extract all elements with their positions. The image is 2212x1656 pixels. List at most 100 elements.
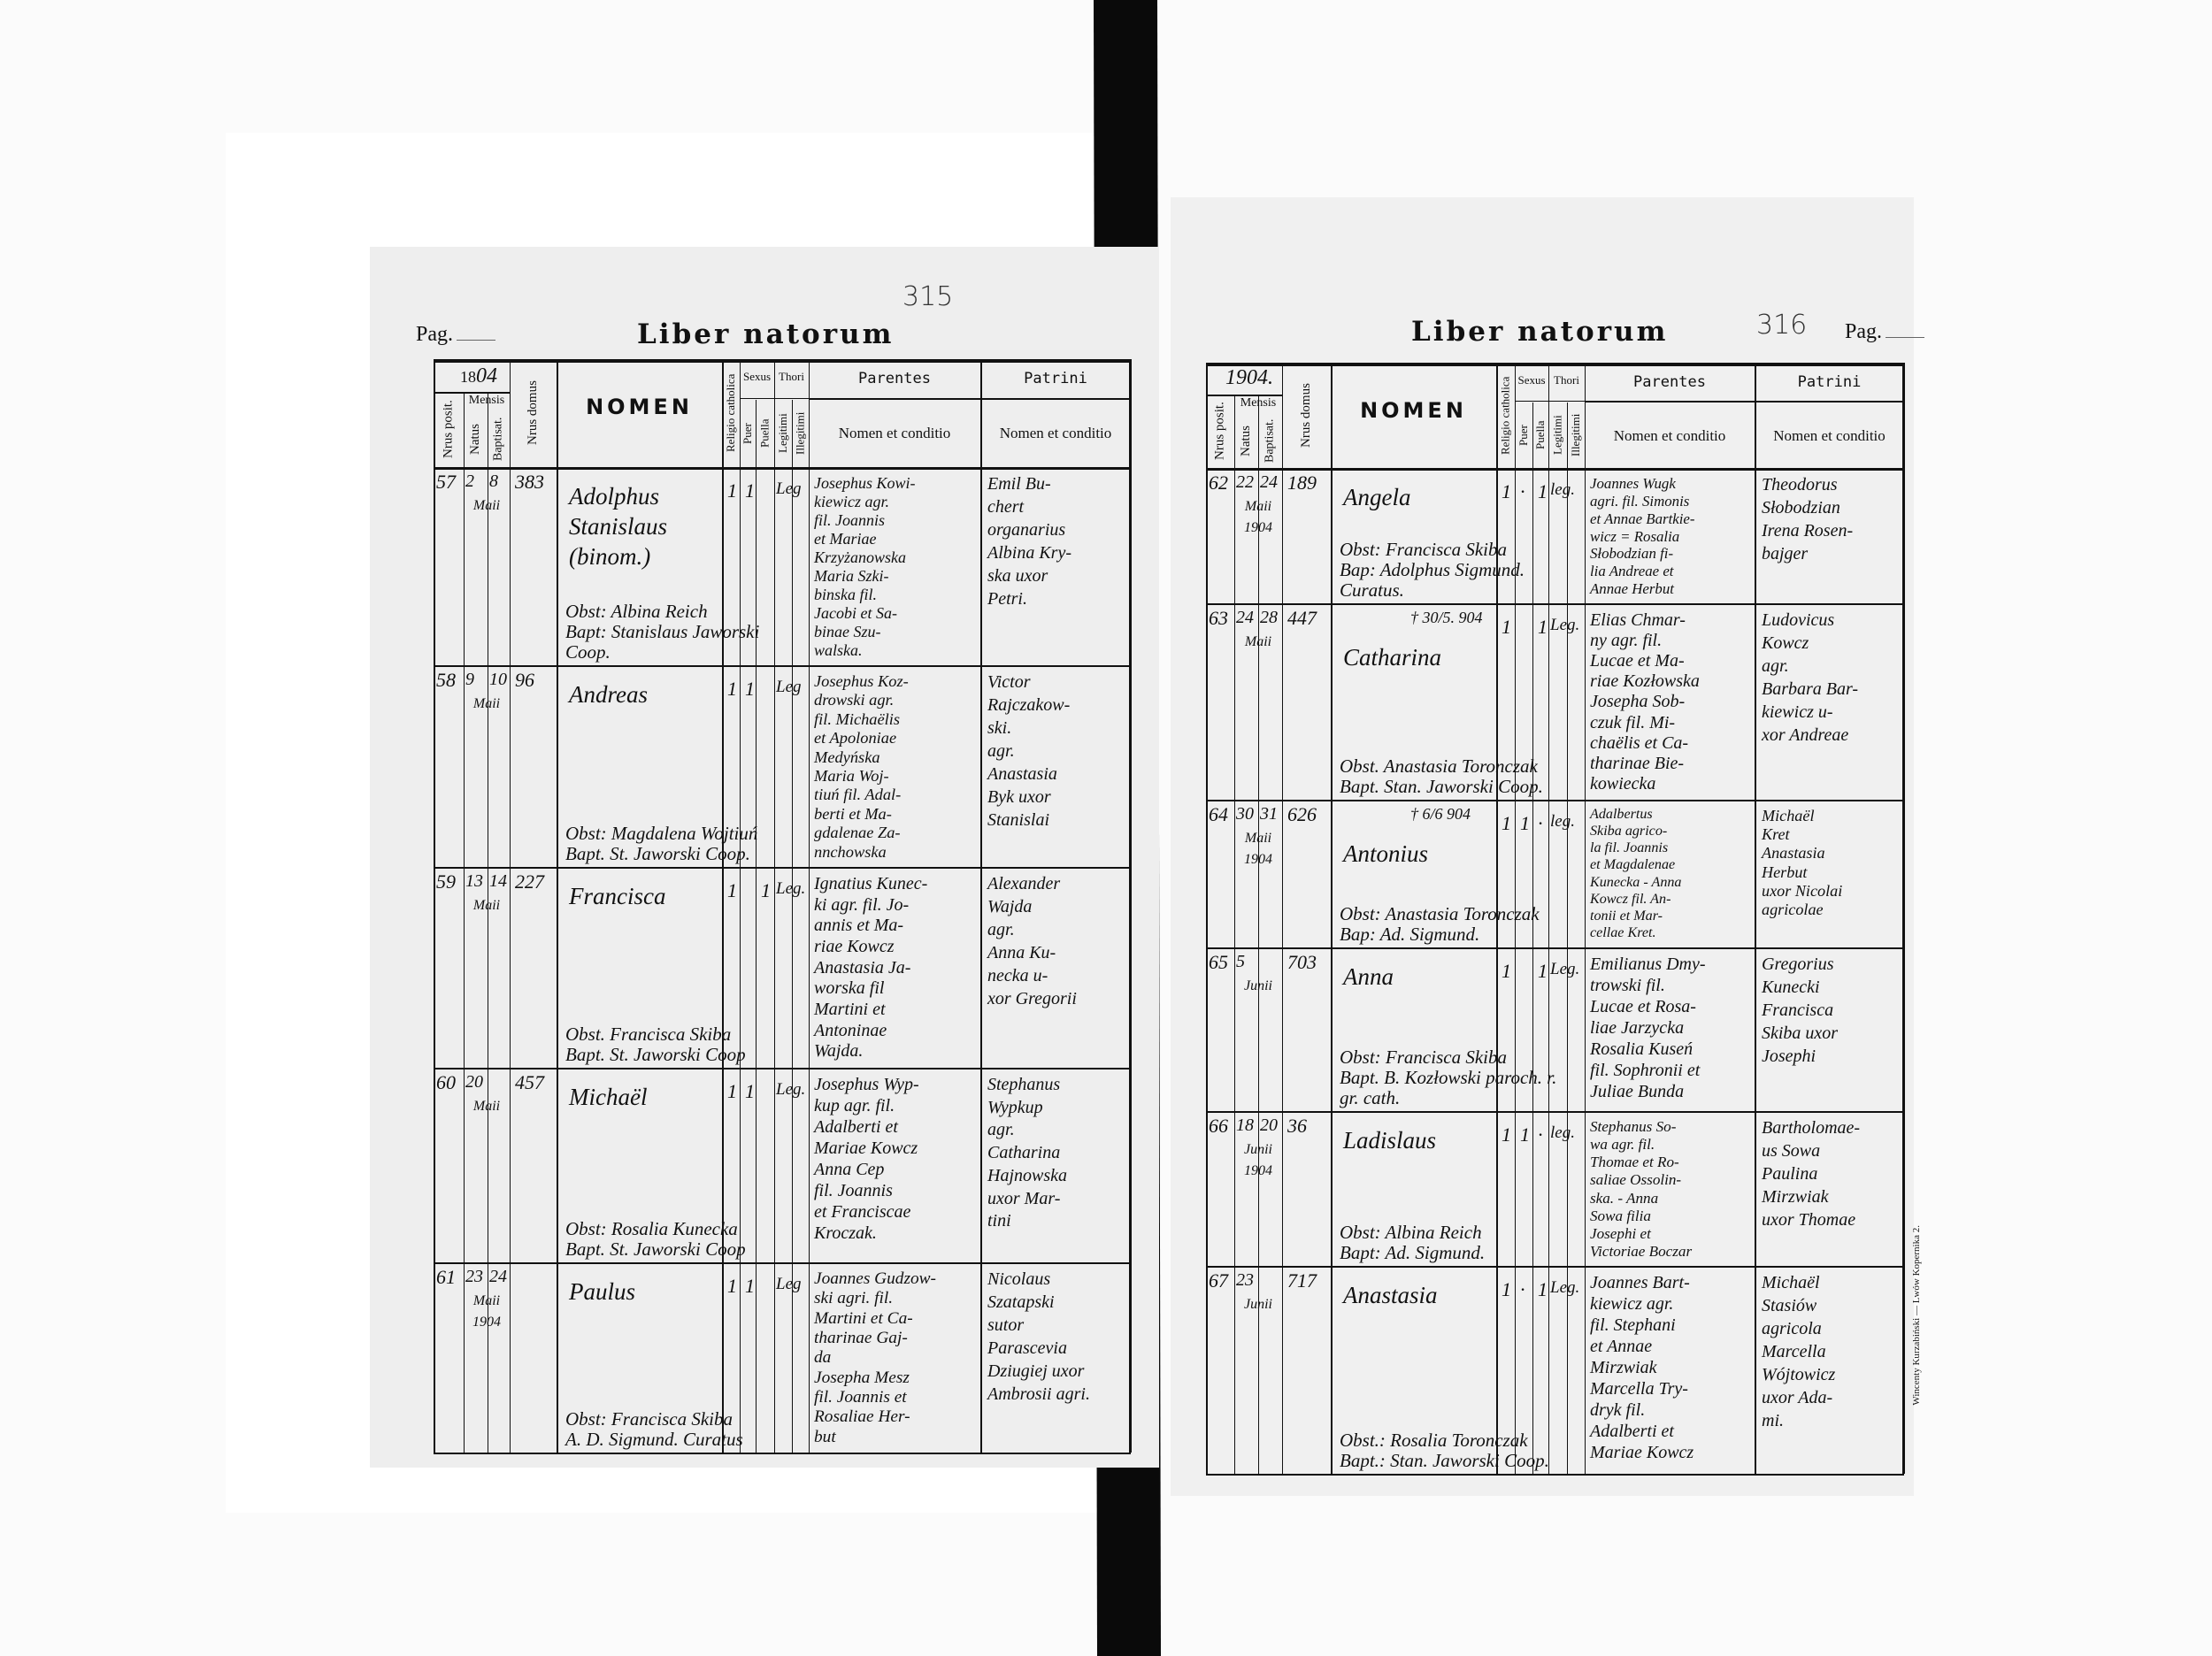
godparents-line: Stanislai <box>987 810 1050 830</box>
parents-line: Annae Herbut <box>1590 580 1674 598</box>
obstetrix-baptizer-block: Obst. Anastasia Toronczak Bapt. Stan. Jaw… <box>1340 756 1579 797</box>
natus-day: 23 <box>465 1267 483 1286</box>
puella-mark: 1 <box>1538 960 1548 982</box>
godparents-line: necka u- <box>987 966 1048 985</box>
parents-line: et Franciscae <box>814 1202 911 1222</box>
header-bottom-rule <box>1206 468 1904 471</box>
natus-day: 23 <box>1236 1270 1254 1290</box>
column-rule <box>1496 363 1498 1474</box>
header-puer: Puer <box>1517 425 1530 446</box>
month: Maii <box>472 498 501 513</box>
parents-line: kiewicz agr. <box>814 493 889 510</box>
puella-mark: 1 <box>1538 1278 1548 1300</box>
parents-line: Josephus Kowi- <box>814 474 916 492</box>
obstetrix-line: Obst: Anastasia Toronczak <box>1340 903 1540 924</box>
header-parentes: Parentes <box>1633 373 1706 391</box>
year-row-rule <box>1206 395 1282 396</box>
natus-day: 24 <box>1236 608 1254 627</box>
table-left-border <box>434 359 435 1453</box>
parents-line: Ignatius Kunec- <box>814 874 928 893</box>
puer-mark: 1 <box>745 678 755 700</box>
obstetrix-baptizer-block: Obst: Albina Reich Bapt: Stanislaus Jawor… <box>565 602 803 663</box>
parents-line: Rosaliae Her- <box>814 1407 910 1427</box>
year-handwritten: 1904. <box>1225 366 1273 389</box>
godparents-line: Słobodzian <box>1762 498 1840 518</box>
entry-row-rule <box>1206 603 1904 605</box>
parents-line: saliae Ossolin- <box>1590 1171 1682 1189</box>
legitimi-mark: Leg. <box>776 879 806 898</box>
parents-line: Anna Cep <box>814 1160 885 1179</box>
parents-line: Martini et <box>814 1000 886 1019</box>
header-nrus-domus: Nrus domus <box>1299 383 1313 448</box>
godparents-line: Hajnowska <box>987 1165 1067 1185</box>
baptizer-line: A. D. Sigmund. Curatus <box>565 1429 743 1450</box>
obstetrix-line: Obst: Francisca Skiba <box>1340 539 1507 560</box>
entry-number: 66 <box>1209 1115 1228 1137</box>
table-bottom-border <box>434 1453 1131 1454</box>
baptisat-day: 31 <box>1260 804 1278 824</box>
godparents-line: xor Andreae <box>1762 725 1849 745</box>
child-name: (binom.) <box>569 543 651 570</box>
parents-line: fil. Michaëlis <box>814 709 901 728</box>
parents-line: wicz = Rosalia <box>1590 527 1680 545</box>
legitimi-mark: Leg <box>776 678 802 696</box>
child-name: Adolphus <box>569 483 660 510</box>
header-patrini: Patrini <box>1797 373 1862 391</box>
parents-line: Josephus Koz- <box>814 672 909 690</box>
parents-line: riae Kozłowska <box>1590 671 1700 692</box>
godparents-line: tini <box>987 1211 1011 1231</box>
parents-line: Adalberti et <box>1590 1422 1674 1441</box>
header-mensis: Mensis <box>468 394 505 407</box>
godparents-line: Herbut <box>1762 862 1808 881</box>
religio-mark: 1 <box>1502 1123 1511 1146</box>
puella-mark: 1 <box>1538 480 1548 502</box>
month: Maii <box>1244 634 1272 649</box>
obstetrix-line: Obst. Anastasia Toronczak <box>1340 755 1538 777</box>
parents-line: Kroczak. <box>814 1223 877 1243</box>
header-legitimi: Legitimi <box>1550 415 1564 456</box>
baptizer-line: Bapt: Stanislaus Jaworski Coop. <box>565 621 760 663</box>
parents-line: Lucae et Rosa- <box>1590 997 1696 1016</box>
entry-number: 61 <box>436 1266 456 1288</box>
baptizer-line: Bap: Ad. Sigmund. <box>1340 924 1480 945</box>
month: Maii 1904 <box>1244 499 1272 535</box>
parents-line: tiuń fil. Adal- <box>814 786 902 804</box>
header-legitimi: Legitimi <box>776 413 789 454</box>
parents-line: Martini et Ca- <box>814 1308 913 1328</box>
sexus-thori-rule <box>1515 401 1585 402</box>
header-religio-catholica: Religio catholica <box>724 373 737 453</box>
parents-line: ska. - Anna <box>1590 1189 1659 1207</box>
house-number: 383 <box>515 471 544 493</box>
year-printed: 18 <box>460 368 476 386</box>
religio-mark: 1 <box>1502 812 1511 834</box>
godparents-line: Stephanus <box>987 1075 1061 1094</box>
month: Maii <box>472 898 501 913</box>
legitimi-mark: Leg <box>776 1275 802 1293</box>
godparents-line: Kowcz <box>1762 633 1809 653</box>
obstetrix-line: Obst: Francisca Skiba <box>1340 1046 1507 1068</box>
baptisat-day: 8 <box>489 472 498 491</box>
parents-line: fil. Joannis <box>814 1181 893 1200</box>
natus-day: 30 <box>1236 804 1254 824</box>
child-name: Angela <box>1343 484 1411 510</box>
obstetrix-line: Obst: Francisca Skiba <box>565 1408 733 1430</box>
parents-line: dryk fil. <box>1590 1400 1646 1420</box>
parents-line: Kunecka - Anna <box>1590 874 1682 890</box>
month: Maii 1904 <box>472 1293 501 1330</box>
parents-line: la fil. Joannis <box>1590 840 1669 856</box>
entry-number: 62 <box>1209 472 1228 494</box>
parents-line: Antoninae <box>814 1020 887 1040</box>
parents-line: liae Jarzycka <box>1590 1018 1685 1038</box>
baptizer-line: Bap: Adolphus Sigmund. Curatus. <box>1340 559 1525 601</box>
parents-line: Sowa filia <box>1590 1207 1651 1224</box>
parents-line: cellae Kret. <box>1590 924 1656 940</box>
godparents-line: Kunecki <box>1762 978 1820 997</box>
godparents-line: Alexander <box>987 874 1061 893</box>
column-rule <box>1234 395 1235 1474</box>
godparents-line: Wypkup <box>987 1097 1043 1117</box>
child-name: Antonius <box>1343 840 1429 867</box>
column-rule <box>722 359 724 1453</box>
column-rule <box>774 359 775 1453</box>
obstetrix-line: Obst. Francisca Skiba <box>565 1024 732 1045</box>
column-rule <box>1282 363 1283 1474</box>
